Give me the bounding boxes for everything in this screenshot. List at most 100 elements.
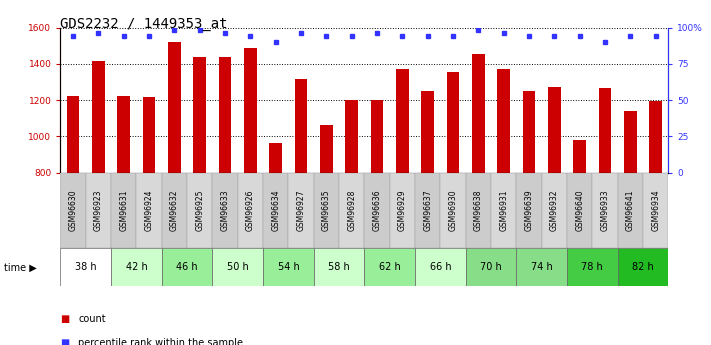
Text: 58 h: 58 h	[328, 263, 350, 272]
Text: GSM96641: GSM96641	[626, 190, 635, 231]
Text: 38 h: 38 h	[75, 263, 97, 272]
Bar	[498, 69, 510, 172]
Bar	[92, 61, 105, 172]
Text: 82 h: 82 h	[632, 263, 654, 272]
Text: percentile rank within the sample: percentile rank within the sample	[78, 338, 243, 345]
Bar	[573, 140, 586, 172]
Bar	[244, 48, 257, 172]
Bar	[237, 172, 263, 248]
Text: GSM96933: GSM96933	[601, 190, 609, 231]
Text: GSM96931: GSM96931	[499, 190, 508, 231]
Text: GSM96638: GSM96638	[474, 190, 483, 231]
Bar	[491, 172, 516, 248]
Text: GSM96633: GSM96633	[220, 190, 230, 231]
Bar	[542, 172, 567, 248]
Bar	[137, 172, 162, 248]
Bar	[624, 111, 636, 172]
Bar	[187, 172, 213, 248]
Bar	[643, 172, 668, 248]
Bar	[193, 58, 206, 172]
Bar	[219, 58, 231, 172]
Bar	[466, 248, 516, 286]
Text: GSM96930: GSM96930	[449, 190, 458, 231]
Bar	[396, 69, 409, 172]
Bar	[339, 172, 365, 248]
Text: time ▶: time ▶	[4, 263, 36, 272]
Bar	[168, 42, 181, 172]
Bar	[67, 96, 80, 172]
Bar	[618, 172, 643, 248]
Bar	[548, 87, 561, 172]
Bar	[422, 91, 434, 172]
Text: 62 h: 62 h	[379, 263, 400, 272]
Text: GSM96934: GSM96934	[651, 190, 661, 231]
Text: GSM96923: GSM96923	[94, 190, 103, 231]
Bar	[516, 248, 567, 286]
Bar	[269, 142, 282, 172]
Bar	[295, 79, 307, 172]
Text: GSM96925: GSM96925	[196, 190, 204, 231]
Bar	[440, 172, 466, 248]
Bar	[213, 248, 263, 286]
Bar	[466, 172, 491, 248]
Bar	[117, 96, 130, 172]
Bar	[111, 172, 137, 248]
Text: GSM96926: GSM96926	[246, 190, 255, 231]
Bar	[143, 97, 156, 172]
Text: GSM96924: GSM96924	[144, 190, 154, 231]
Text: count: count	[78, 314, 106, 324]
Bar	[523, 91, 535, 172]
Bar	[390, 172, 415, 248]
Bar	[567, 248, 618, 286]
Text: GDS2232 / 1449353_at: GDS2232 / 1449353_at	[60, 17, 228, 31]
Text: GSM96630: GSM96630	[68, 190, 77, 231]
Text: GSM96932: GSM96932	[550, 190, 559, 231]
Bar	[364, 172, 390, 248]
Text: 74 h: 74 h	[531, 263, 552, 272]
Bar	[346, 100, 358, 172]
Text: 66 h: 66 h	[429, 263, 451, 272]
Bar	[320, 125, 333, 172]
Text: GSM96640: GSM96640	[575, 190, 584, 231]
Bar	[567, 172, 592, 248]
Text: GSM96928: GSM96928	[347, 190, 356, 231]
Bar	[599, 88, 611, 172]
Text: GSM96634: GSM96634	[271, 190, 280, 231]
Text: GSM96635: GSM96635	[322, 190, 331, 231]
Bar	[314, 248, 364, 286]
Text: 46 h: 46 h	[176, 263, 198, 272]
Text: 50 h: 50 h	[227, 263, 249, 272]
Text: GSM96632: GSM96632	[170, 190, 179, 231]
Bar	[415, 172, 440, 248]
Text: 70 h: 70 h	[480, 263, 502, 272]
Text: 42 h: 42 h	[126, 263, 147, 272]
Text: ■: ■	[60, 338, 70, 345]
Bar	[618, 248, 668, 286]
Bar	[370, 100, 383, 172]
Text: GSM96639: GSM96639	[525, 190, 533, 231]
Bar	[162, 172, 187, 248]
Text: GSM96637: GSM96637	[423, 190, 432, 231]
Bar	[289, 172, 314, 248]
Text: 78 h: 78 h	[582, 263, 603, 272]
Bar	[60, 248, 111, 286]
Bar	[162, 248, 213, 286]
Text: 54 h: 54 h	[277, 263, 299, 272]
Bar	[447, 72, 459, 172]
Bar	[86, 172, 111, 248]
Text: GSM96631: GSM96631	[119, 190, 128, 231]
Bar	[111, 248, 162, 286]
Bar	[592, 172, 618, 248]
Bar	[472, 54, 485, 172]
Text: ■: ■	[60, 314, 70, 324]
Bar	[213, 172, 237, 248]
Bar	[263, 172, 289, 248]
Bar	[516, 172, 542, 248]
Bar	[60, 172, 86, 248]
Text: GSM96636: GSM96636	[373, 190, 382, 231]
Text: GSM96927: GSM96927	[296, 190, 306, 231]
Bar	[364, 248, 415, 286]
Bar	[263, 248, 314, 286]
Text: GSM96929: GSM96929	[398, 190, 407, 231]
Bar	[649, 101, 662, 172]
